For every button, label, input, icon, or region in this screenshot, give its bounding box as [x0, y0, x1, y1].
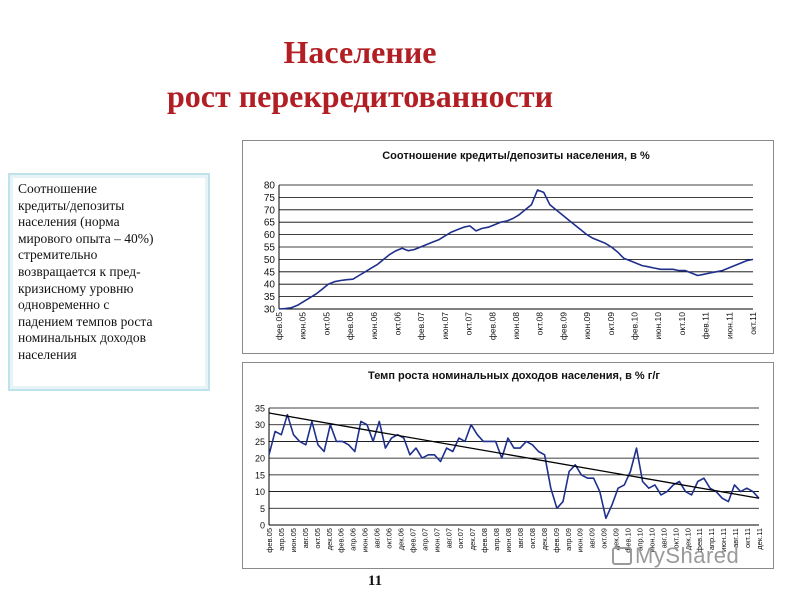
y-tick-label: 25: [255, 437, 265, 447]
x-tick-label: окт.07: [464, 312, 474, 336]
chart-title: Соотношение кредиты/депозиты населения, …: [382, 150, 650, 162]
x-tick-label: окт.08: [528, 528, 537, 549]
x-tick-label: фев.09: [558, 312, 568, 340]
y-tick-label: 30: [255, 420, 265, 430]
watermark-icon: [612, 547, 632, 565]
trend-line: [268, 412, 760, 499]
x-tick-label: июн.09: [576, 528, 585, 552]
x-tick-label: фев.06: [337, 528, 346, 553]
x-tick-label: фев.08: [480, 528, 489, 553]
x-tick-label: окт.11: [748, 312, 758, 335]
x-tick-label: фев.07: [408, 528, 417, 553]
x-tick-label: июн.09: [582, 312, 592, 340]
x-tick-label: окт.11: [743, 528, 752, 548]
x-tick-label: июн.08: [504, 528, 513, 552]
y-tick-label: 60: [264, 230, 276, 241]
y-tick-label: 35: [264, 292, 276, 303]
x-tick-label: авг.09: [588, 528, 597, 548]
x-tick-label: окт.10: [671, 528, 680, 549]
watermark-logo: MyShared: [612, 543, 739, 569]
x-tick-label: апр.10: [635, 528, 644, 551]
x-tick-label: дек.09: [612, 528, 621, 550]
x-tick-label: июн.07: [432, 528, 441, 552]
x-tick-label: окт.05: [313, 528, 322, 549]
x-tick-label: апр.06: [349, 528, 358, 551]
x-tick-label: фев.09: [552, 528, 561, 553]
x-tick-label: окт.09: [606, 312, 616, 336]
x-tick-label: апр.05: [277, 528, 286, 551]
watermark-text: MyShared: [635, 543, 740, 568]
x-tick-label: июн.08: [511, 312, 521, 340]
x-tick-label: апр.09: [564, 528, 573, 551]
x-tick-label: окт.10: [677, 312, 687, 336]
x-tick-label: дек.05: [325, 528, 334, 550]
chart-title: Темп роста номинальных доходов населения…: [368, 370, 660, 382]
y-tick-label: 0: [260, 521, 265, 531]
income-growth-chart: Темп роста номинальных доходов населения…: [242, 362, 774, 569]
y-tick-label: 65: [264, 218, 276, 229]
y-tick-label: 75: [264, 193, 276, 204]
x-tick-label: фев.05: [265, 528, 274, 553]
y-tick-label: 35: [255, 404, 265, 414]
y-tick-label: 5: [260, 504, 265, 514]
x-tick-label: июн.10: [647, 528, 656, 552]
x-tick-label: авг.06: [373, 528, 382, 548]
income-growth-chart-svg: Темп роста номинальных доходов населения…: [255, 370, 764, 553]
y-tick-label: 10: [255, 487, 265, 497]
loan-deposit-chart: Соотношение кредиты/депозиты населения, …: [242, 140, 774, 354]
x-tick-label: окт.09: [600, 528, 609, 549]
x-tick-label: фев.05: [274, 312, 284, 340]
x-tick-label: фев.11: [695, 528, 704, 552]
data-series-line: [268, 413, 760, 520]
y-tick-label: 40: [264, 280, 276, 291]
y-tick-label: 70: [264, 205, 276, 216]
y-tick-label: 50: [264, 255, 276, 266]
x-tick-label: дек.11: [755, 528, 764, 550]
x-tick-label: апр.08: [492, 528, 501, 551]
x-tick-label: авг.10: [659, 528, 668, 548]
x-tick-label: фев.10: [630, 312, 640, 340]
x-tick-label: фев.06: [345, 312, 355, 340]
x-tick-label: июн.11: [719, 528, 728, 552]
y-tick-label: 45: [264, 267, 276, 278]
slide-title-line1: Население: [283, 34, 437, 70]
data-series-line: [278, 189, 754, 310]
x-tick-label: дек.10: [683, 528, 692, 550]
x-tick-label: окт.06: [393, 312, 403, 336]
commentary-box: Соотношение кредиты/депозиты населения (…: [8, 173, 210, 391]
x-tick-label: окт.07: [456, 528, 465, 549]
x-tick-label: дек.06: [396, 528, 405, 550]
y-tick-label: 20: [255, 454, 265, 464]
x-tick-label: фев.11: [701, 312, 711, 340]
y-tick-label: 15: [255, 470, 265, 480]
x-tick-label: июн.11: [724, 312, 734, 339]
x-tick-label: июн.05: [298, 312, 308, 340]
y-tick-label: 55: [264, 243, 276, 254]
x-tick-label: дек.07: [468, 528, 477, 550]
x-tick-label: авг.11: [731, 528, 740, 548]
x-tick-label: июн.05: [289, 528, 298, 552]
x-tick-label: окт.08: [535, 312, 545, 336]
x-tick-label: июн.07: [440, 312, 450, 340]
x-tick-label: фев.10: [624, 528, 633, 553]
x-tick-label: авг.05: [301, 528, 310, 548]
x-tick-label: дек.08: [540, 528, 549, 550]
x-tick-label: окт.06: [385, 528, 394, 549]
page-number: 11: [367, 573, 383, 589]
loan-deposit-chart-svg: Соотношение кредиты/депозиты населения, …: [264, 150, 758, 340]
y-tick-label: 30: [264, 305, 276, 316]
x-tick-label: фев.08: [487, 312, 497, 340]
x-tick-label: окт.05: [321, 312, 331, 336]
x-tick-label: авг.07: [444, 528, 453, 548]
y-tick-label: 80: [264, 181, 276, 192]
x-tick-label: июн.10: [653, 312, 663, 340]
x-tick-label: июн.06: [361, 528, 370, 552]
x-tick-label: фев.07: [416, 312, 426, 340]
x-tick-label: апр.07: [420, 528, 429, 551]
slide-title-line2: рост перекредитованности: [166, 78, 553, 114]
x-tick-label: июн.06: [369, 312, 379, 340]
x-tick-label: авг.08: [516, 528, 525, 548]
x-tick-label: апр.11: [707, 528, 716, 550]
